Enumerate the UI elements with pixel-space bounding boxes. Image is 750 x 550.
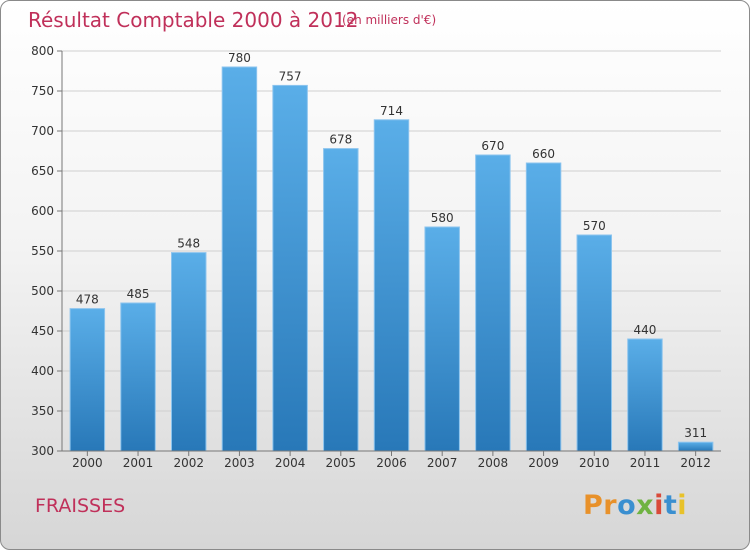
chart-title: Résultat Comptable 2000 à 2012 — [28, 8, 359, 32]
x-tick-label: 2009 — [528, 456, 559, 470]
x-axis: 2000 2001 2002 2003 2004 2005 2006 2007 2008 2009… — [62, 450, 721, 470]
x-tick-label: 2011 — [630, 456, 661, 470]
bar — [373, 119, 410, 452]
y-tick-label: 400 — [31, 364, 54, 378]
bar-value-label: 440 — [634, 323, 657, 337]
x-tick-label: 2004 — [275, 456, 306, 470]
bars: 478 485 548 780 757 678 714 580 670 660 570 440 311 — [69, 51, 714, 452]
bar — [69, 308, 106, 452]
logo-part: i — [677, 490, 688, 521]
y-axis: 300 350 400 450 500 550 600 650 700 750 800 — [31, 44, 63, 458]
commune-name: FRAISSES — [35, 495, 126, 517]
logo-part: o — [617, 490, 637, 521]
bar — [221, 66, 258, 452]
bar-value-label: 478 — [76, 293, 99, 307]
x-tick-label: 2007 — [427, 456, 458, 470]
logo-part: i — [654, 490, 664, 521]
bar-value-label: 570 — [583, 219, 606, 233]
bar — [576, 234, 613, 452]
bar — [475, 154, 511, 452]
x-tick-label: 2008 — [478, 456, 509, 470]
bar-value-label: 660 — [532, 147, 555, 161]
y-tick-label: 650 — [31, 164, 54, 178]
y-tick-label: 600 — [31, 204, 54, 218]
chart-subtitle: (en milliers d'€) — [342, 13, 437, 27]
bar-value-label: 714 — [380, 104, 403, 118]
bar-value-label: 780 — [228, 51, 251, 65]
y-tick-label: 550 — [31, 244, 54, 258]
bar — [272, 84, 308, 452]
logo-part: Pr — [583, 490, 618, 521]
y-tick-label: 450 — [31, 324, 54, 338]
x-tick-label: 2010 — [579, 456, 610, 470]
bar — [424, 226, 460, 452]
bar — [120, 302, 156, 452]
y-tick-label: 300 — [31, 444, 54, 458]
bar — [627, 338, 663, 452]
x-tick-label: 2000 — [72, 456, 103, 470]
bar-value-label: 311 — [684, 426, 707, 440]
bar-value-label: 678 — [329, 133, 352, 147]
y-tick-label: 350 — [31, 404, 54, 418]
x-tick-label: 2012 — [680, 456, 711, 470]
x-tick-label: 2006 — [376, 456, 407, 470]
y-tick-label: 800 — [31, 44, 54, 58]
y-tick-label: 700 — [31, 124, 54, 138]
bar — [525, 162, 562, 452]
x-tick-label: 2003 — [224, 456, 255, 470]
y-tick-label: 750 — [31, 84, 54, 98]
bar-value-label: 548 — [177, 237, 200, 251]
y-tick-label: 500 — [31, 284, 54, 298]
bar-value-label: 757 — [279, 69, 302, 83]
logo-part: x — [636, 490, 655, 521]
bar — [323, 148, 359, 452]
bar — [170, 252, 207, 452]
x-tick-label: 2005 — [326, 456, 357, 470]
x-tick-label: 2001 — [123, 456, 154, 470]
x-tick-label: 2002 — [173, 456, 204, 470]
proxiti-logo[interactable]: Proxiti — [583, 490, 687, 521]
logo-part: t — [663, 490, 678, 521]
bar — [677, 441, 714, 452]
bar-value-label: 580 — [431, 211, 454, 225]
bar-value-label: 485 — [127, 287, 150, 301]
bar-value-label: 670 — [481, 139, 504, 153]
